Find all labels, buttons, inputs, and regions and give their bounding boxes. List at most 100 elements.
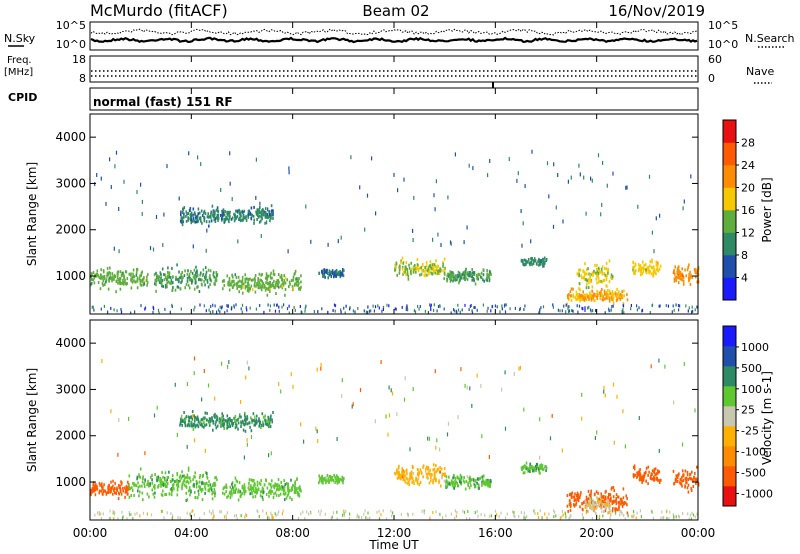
- data-cell-1-75: [110, 489, 112, 493]
- data-cell-0-667: [225, 217, 227, 221]
- data-cell-0-1500: [649, 269, 651, 273]
- data-cell-0-1319: [623, 294, 625, 298]
- data-cell-1-558: [294, 486, 296, 490]
- data-cell-0-161: [166, 276, 169, 280]
- data-cell-0-1010: [407, 277, 410, 281]
- data-cell-1-1484: [657, 471, 659, 475]
- data-cell-1-233: [164, 478, 166, 482]
- data-cell-1-538: [282, 485, 284, 489]
- data-cell-0-1472: [583, 271, 586, 274]
- data-cell-0-1995: [565, 303, 567, 307]
- data-cell-0-277: [216, 274, 218, 278]
- data-cell-0-1813: [345, 304, 347, 308]
- data-cell-0-1732: [625, 185, 627, 190]
- data-cell-1-825: [211, 416, 213, 420]
- data-cell-1-1497: [645, 466, 648, 470]
- data-cell-1-1798: [244, 515, 246, 519]
- data-cell-0-1926: [692, 309, 694, 313]
- data-cell-0-1481: [605, 274, 608, 278]
- data-cell-1-1969: [324, 512, 326, 516]
- data-cell-1-524: [230, 490, 233, 494]
- data-cell-0-157: [130, 279, 133, 283]
- data-cell-1-1135: [456, 476, 459, 480]
- data-cell-1-1793: [534, 512, 536, 515]
- data-cell-0-1019: [408, 263, 410, 267]
- data-cell-0-1123: [463, 270, 466, 274]
- data-cell-1-654: [234, 415, 237, 418]
- data-cell-0-1919: [509, 307, 511, 311]
- data-cell-1-218: [166, 478, 168, 482]
- data-cell-0-412: [279, 275, 282, 279]
- data-cell-0-973: [395, 265, 397, 269]
- data-cell-0-493: [295, 280, 298, 284]
- data-cell-0-1885: [482, 303, 484, 307]
- data-cell-1-1819: [256, 509, 258, 513]
- data-cell-1-1494: [658, 479, 661, 483]
- data-cell-0-916: [415, 270, 417, 274]
- data-cell-0-1905: [152, 305, 154, 309]
- data-cell-0-1078: [488, 279, 491, 283]
- data-cell-1-1898: [380, 513, 382, 517]
- data-cell-0-475: [250, 278, 253, 282]
- data-cell-0-1575: [675, 275, 677, 279]
- data-cell-0-1286: [604, 292, 606, 296]
- data-cell-0-854: [340, 272, 342, 275]
- data-cell-1-1569: [686, 473, 689, 477]
- data-cell-1-573: [262, 424, 265, 428]
- data-cell-0-1350: [586, 293, 589, 297]
- data-cell-0-434: [228, 288, 231, 292]
- data-cell-1-1350: [616, 508, 618, 512]
- data-cell-0-1869: [367, 305, 369, 309]
- data-cell-0-1977: [604, 311, 606, 315]
- data-cell-1-1414: [592, 504, 594, 507]
- data-cell-0-1996: [157, 308, 160, 312]
- data-cell-1-327: [211, 497, 214, 501]
- data-cell-1-183: [161, 471, 163, 475]
- data-cell-0-742: [183, 206, 186, 210]
- data-cell-0-213: [153, 273, 156, 277]
- data-cell-0-907: [443, 257, 446, 261]
- data-cell-1-1593: [684, 477, 687, 481]
- data-cell-1-434: [299, 485, 301, 489]
- data-cell-1-1632: [519, 365, 521, 370]
- velocity-scatter: [90, 356, 700, 521]
- data-cell-1-972: [402, 478, 405, 482]
- data-cell-0-1534: [655, 268, 658, 272]
- data-cell-0-938: [428, 269, 431, 273]
- data-cell-0-802: [247, 215, 250, 219]
- data-cell-1-979: [398, 464, 400, 468]
- data-cell-1-1890: [172, 514, 174, 518]
- data-cell-0-741: [247, 209, 250, 213]
- data-cell-1-204: [185, 499, 188, 502]
- data-cell-0-1997: [269, 308, 271, 312]
- data-cell-0-1870: [523, 308, 525, 311]
- data-cell-0-1539: [640, 268, 642, 272]
- data-cell-0-1989: [443, 307, 445, 311]
- data-cell-1-1459: [609, 504, 611, 508]
- data-cell-0-945: [437, 271, 439, 275]
- data-cell-1-1958: [533, 509, 535, 513]
- data-cell-0-1144: [465, 276, 467, 280]
- data-cell-0-1749: [327, 242, 329, 247]
- data-cell-0-616: [267, 215, 270, 219]
- data-cell-0-1725: [440, 243, 442, 247]
- data-cell-1-1528: [632, 473, 635, 477]
- data-cell-0-1737: [100, 176, 102, 181]
- data-cell-1-561: [278, 485, 281, 489]
- data-cell-1-49: [116, 486, 118, 490]
- data-cell-1-1620: [316, 367, 318, 372]
- data-cell-1-1903: [619, 513, 621, 517]
- data-cell-1-1719: [561, 448, 563, 453]
- data-cell-0-1145: [457, 270, 460, 274]
- data-cell-0-1916: [334, 309, 336, 313]
- data-cell-1-922: [443, 467, 446, 471]
- data-cell-1-476: [291, 486, 293, 490]
- data-cell-0-1969: [171, 303, 173, 307]
- data-cell-0-1646: [487, 173, 489, 178]
- data-cell-0-500: [281, 284, 284, 288]
- data-cell-0-1617: [673, 277, 676, 281]
- data-cell-1-1644: [464, 383, 466, 388]
- data-cell-1-546: [232, 489, 235, 493]
- data-cell-1-1347: [615, 507, 618, 511]
- data-cell-0-946: [422, 269, 424, 273]
